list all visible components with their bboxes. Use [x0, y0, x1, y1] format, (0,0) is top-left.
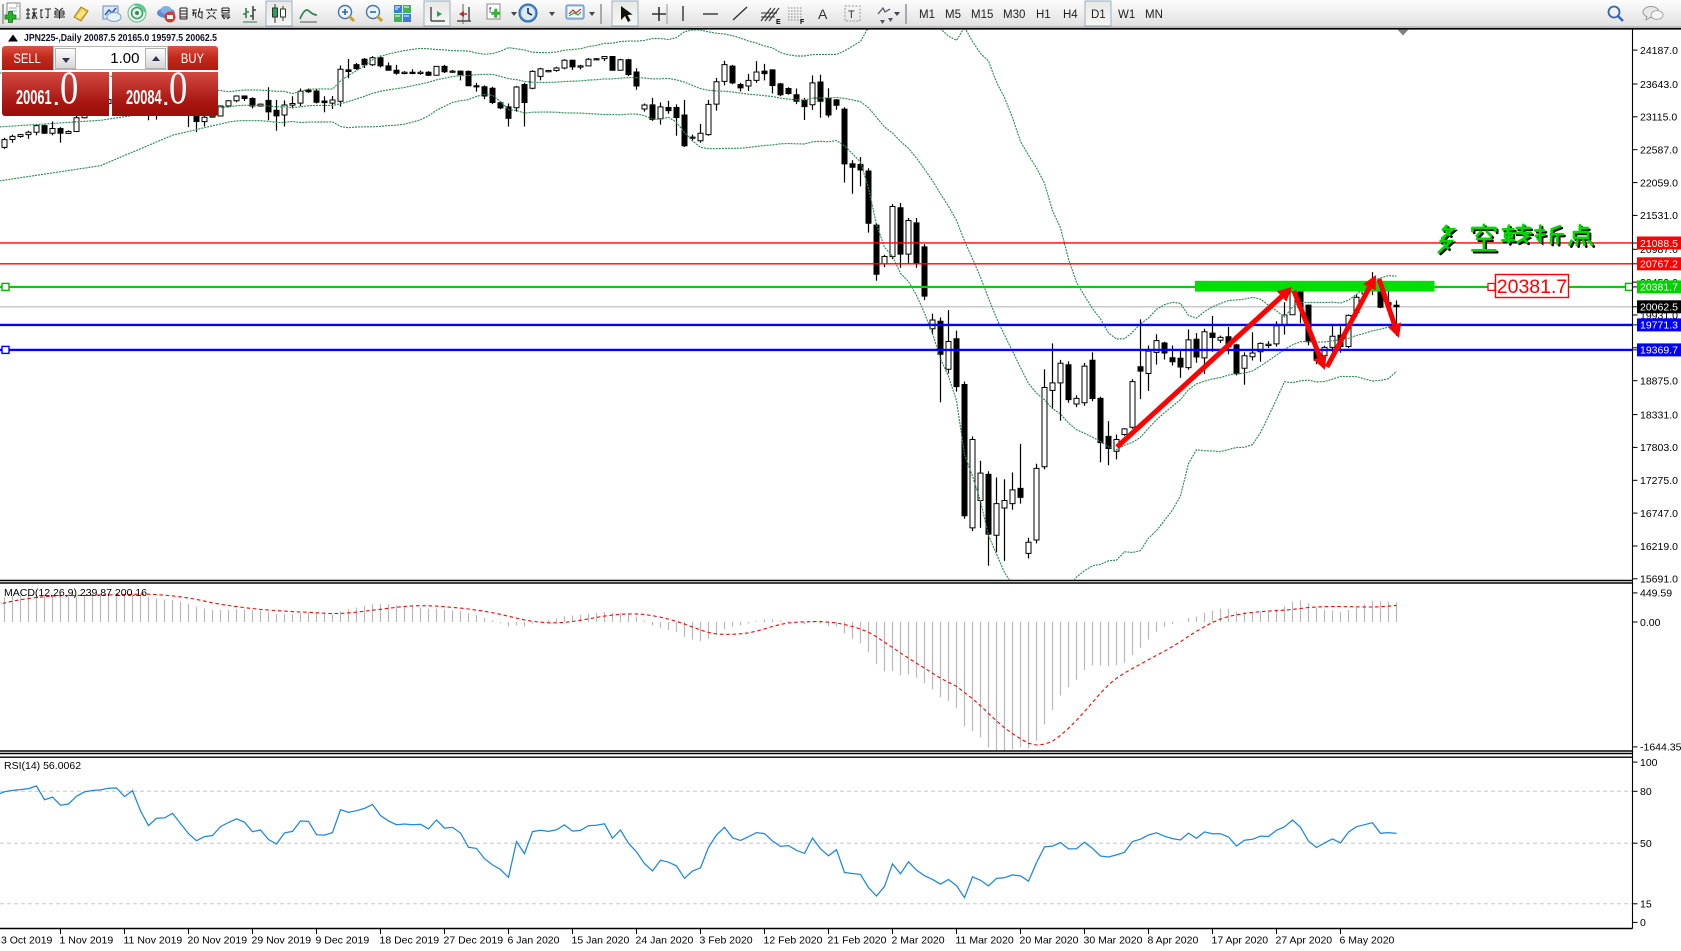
svg-text:JPN225-,Daily 20087.5 20165.0: JPN225-,Daily 20087.5 20165.0 19597.5 20… [24, 32, 217, 44]
svg-text:22059.0: 22059.0 [1640, 177, 1678, 189]
svg-text:21088.5: 21088.5 [1640, 238, 1678, 250]
svg-text:6 Jan 2020: 6 Jan 2020 [508, 935, 560, 947]
svg-text:100: 100 [1640, 757, 1658, 769]
svg-text:449.59: 449.59 [1640, 588, 1672, 600]
svg-text:f: f [489, 6, 492, 15]
svg-text:20381.7: 20381.7 [1497, 276, 1568, 298]
svg-text:12 Feb 2020: 12 Feb 2020 [764, 935, 823, 947]
svg-text:21 Feb 2020: 21 Feb 2020 [828, 935, 887, 947]
svg-text:3 Oct 2019: 3 Oct 2019 [1, 935, 53, 947]
svg-text:1 Nov 2019: 1 Nov 2019 [60, 935, 114, 947]
svg-text:80: 80 [1640, 786, 1652, 798]
svg-text:20767.2: 20767.2 [1640, 259, 1678, 271]
svg-text:6 May 2020: 6 May 2020 [1340, 935, 1395, 947]
svg-text:23643.0: 23643.0 [1640, 79, 1678, 91]
svg-text:19771.3: 19771.3 [1640, 320, 1678, 332]
svg-text:18875.0: 18875.0 [1640, 376, 1678, 388]
svg-text:T: T [848, 9, 855, 21]
svg-text:24 Jan 2020: 24 Jan 2020 [636, 935, 694, 947]
svg-text:15691.0: 15691.0 [1640, 574, 1678, 586]
svg-text:16219.0: 16219.0 [1640, 541, 1678, 553]
svg-text:M5: M5 [945, 9, 961, 21]
svg-text:22587.0: 22587.0 [1640, 145, 1678, 157]
svg-text:D1: D1 [1091, 9, 1106, 21]
svg-text:RSI(14) 56.0062: RSI(14) 56.0062 [4, 760, 81, 772]
svg-text:M1: M1 [919, 9, 935, 21]
svg-text:18331.0: 18331.0 [1640, 409, 1678, 421]
svg-text:MACD(12,26,9) 239.87 200.16: MACD(12,26,9) 239.87 200.16 [4, 587, 147, 599]
svg-text:20381.7: 20381.7 [1640, 282, 1678, 294]
svg-text:17 Apr 2020: 17 Apr 2020 [1212, 935, 1269, 947]
svg-text:17275.0: 17275.0 [1640, 475, 1678, 487]
svg-text:24187.0: 24187.0 [1640, 45, 1678, 57]
svg-text:15 Jan 2020: 15 Jan 2020 [572, 935, 630, 947]
svg-text:18 Dec 2019: 18 Dec 2019 [380, 935, 440, 947]
svg-text:-1644.35: -1644.35 [1640, 742, 1681, 754]
svg-text:W1: W1 [1118, 9, 1135, 21]
svg-text:0.00: 0.00 [1640, 617, 1661, 629]
svg-text:15: 15 [1640, 899, 1652, 911]
svg-text:M15: M15 [971, 9, 993, 21]
svg-text:9 Dec 2019: 9 Dec 2019 [316, 935, 370, 947]
svg-text:F: F [800, 19, 805, 26]
svg-text:E: E [776, 19, 781, 26]
svg-text:16747.0: 16747.0 [1640, 508, 1678, 520]
svg-text:20 Mar 2020: 20 Mar 2020 [1020, 935, 1079, 947]
svg-text:2 Mar 2020: 2 Mar 2020 [892, 935, 945, 947]
svg-text:H4: H4 [1063, 9, 1078, 21]
svg-text:M30: M30 [1003, 9, 1025, 21]
svg-text:MN: MN [1145, 9, 1163, 21]
svg-text:11 Nov 2019: 11 Nov 2019 [124, 935, 183, 947]
svg-text:20062.5: 20062.5 [1640, 302, 1678, 314]
svg-text:30 Mar 2020: 30 Mar 2020 [1084, 935, 1143, 947]
svg-text:21531.0: 21531.0 [1640, 210, 1678, 222]
svg-text:20 Nov 2019: 20 Nov 2019 [188, 935, 248, 947]
svg-text:23115.0: 23115.0 [1640, 112, 1677, 124]
svg-text:27 Apr 2020: 27 Apr 2020 [1276, 935, 1333, 947]
svg-text:29 Nov 2019: 29 Nov 2019 [252, 935, 312, 947]
svg-text:27 Dec 2019: 27 Dec 2019 [444, 935, 504, 947]
svg-text:8 Apr 2020: 8 Apr 2020 [1148, 935, 1199, 947]
svg-text:19369.7: 19369.7 [1640, 345, 1678, 357]
svg-text:50: 50 [1640, 838, 1652, 850]
svg-text:A: A [818, 6, 828, 22]
svg-text:11 Mar 2020: 11 Mar 2020 [956, 935, 1014, 947]
svg-text:H1: H1 [1036, 9, 1051, 21]
svg-text:3 Feb 2020: 3 Feb 2020 [700, 935, 753, 947]
svg-text:17803.0: 17803.0 [1640, 442, 1678, 454]
svg-text:0: 0 [1640, 917, 1646, 929]
